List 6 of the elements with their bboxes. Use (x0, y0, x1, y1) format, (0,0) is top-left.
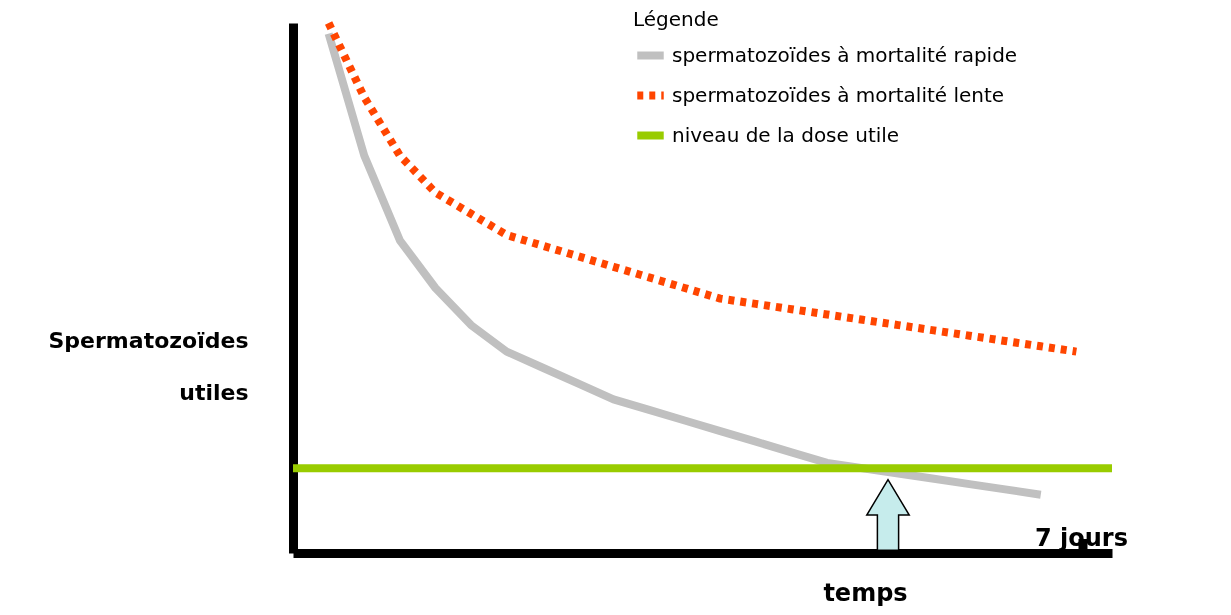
text: Spermatozoïdes utiles (48, 327, 249, 405)
legend-label: spermatozoïdes à mortalité rapide (672, 42, 1018, 67)
legend-label: spermatozoïdes à mortalité lente (672, 82, 1005, 107)
legend-title: Légende (633, 7, 719, 31)
legend-label: niveau de la dose utile (672, 122, 900, 147)
x-axis-title: temps (823, 578, 908, 607)
